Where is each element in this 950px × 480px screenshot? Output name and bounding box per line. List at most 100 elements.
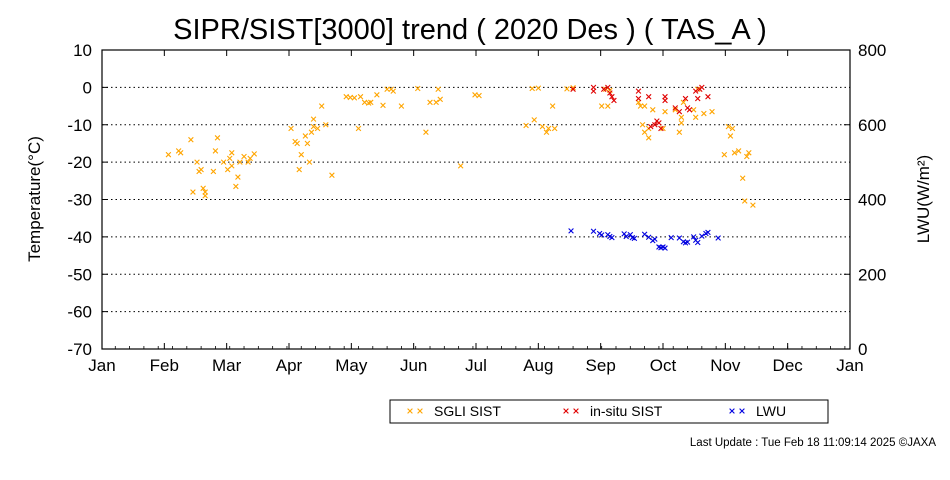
- data-point-sgli: [220, 159, 227, 165]
- data-point-insitu: [694, 95, 701, 102]
- data-point-sgli: [343, 93, 350, 100]
- data-point-sgli: [727, 133, 734, 139]
- data-point-lwu: [705, 229, 711, 236]
- data-point-sgli: [605, 103, 611, 109]
- data-point-insitu: [699, 84, 705, 91]
- data-point-sgli: [676, 129, 683, 136]
- x-tick-label: Nov: [710, 356, 741, 375]
- data-point-sgli: [721, 151, 728, 158]
- data-point-sgli: [735, 148, 742, 154]
- data-point-sgli: [729, 125, 736, 132]
- data-point-sgli: [310, 116, 317, 122]
- data-point-sgli: [725, 123, 732, 130]
- data-point-sgli: [433, 99, 439, 106]
- data-point-sgli: [750, 202, 756, 208]
- legend-marker-insitu: [563, 408, 569, 414]
- data-point-sgli: [251, 151, 258, 157]
- data-point-insitu: [645, 93, 652, 100]
- legend-marker-lwu: [729, 408, 735, 414]
- data-point-sgli: [435, 86, 441, 93]
- data-point-sgli: [308, 129, 315, 136]
- data-point-sgli: [564, 86, 570, 92]
- data-point-lwu: [690, 234, 697, 240]
- data-point-sgli: [241, 153, 247, 160]
- data-point-sgli: [641, 103, 648, 109]
- data-point-sgli: [247, 155, 253, 162]
- data-point-insitu: [607, 90, 613, 96]
- data-point-lwu: [641, 231, 648, 238]
- data-point-sgli: [427, 99, 433, 106]
- data-point-sgli: [245, 159, 251, 165]
- last-update-footer: Last Update : Tue Feb 18 11:09:14 2025 ©…: [689, 437, 936, 449]
- x-tick-label: Oct: [650, 356, 677, 375]
- data-point-sgli: [194, 159, 200, 165]
- data-point-sgli: [314, 125, 321, 132]
- data-point-insitu: [635, 95, 642, 102]
- x-tick-label: Feb: [150, 356, 179, 375]
- data-point-insitu: [656, 120, 662, 126]
- legend-box: [389, 399, 829, 424]
- y-axis-label: Temperature(°C): [25, 136, 44, 262]
- data-point-sgli: [639, 121, 646, 128]
- data-point-sgli: [709, 108, 715, 115]
- data-point-lwu: [684, 239, 691, 245]
- y-tick-label: -30: [67, 191, 92, 210]
- data-point-sgli: [746, 149, 752, 156]
- data-point-sgli: [177, 149, 184, 156]
- data-point-insitu: [692, 88, 699, 94]
- data-point-sgli: [692, 114, 699, 121]
- x-tick-label: Jan: [836, 356, 863, 375]
- x-tick-label: Dec: [773, 356, 804, 375]
- data-point-insitu: [647, 123, 654, 130]
- data-point-sgli: [200, 185, 206, 192]
- data-point-sgli: [649, 107, 656, 113]
- data-point-sgli: [690, 107, 697, 113]
- data-point-sgli: [302, 133, 309, 139]
- data-point-sgli: [357, 93, 364, 100]
- data-point-sgli: [226, 155, 233, 162]
- data-point-sgli: [741, 198, 748, 204]
- data-point-lwu: [699, 233, 705, 239]
- y-tick-label: -40: [67, 228, 92, 247]
- data-point-sgli: [680, 99, 687, 106]
- data-point-sgli: [531, 117, 538, 123]
- data-point-sgli: [351, 95, 358, 101]
- data-point-sgli: [294, 140, 300, 147]
- y2-tick-label: 400: [858, 191, 886, 210]
- data-point-sgli: [235, 174, 241, 180]
- data-point-sgli: [678, 120, 685, 126]
- data-point-lwu: [631, 235, 638, 242]
- y-tick-label: 0: [83, 78, 92, 97]
- data-point-lwu: [652, 236, 658, 242]
- data-point-lwu: [662, 245, 668, 251]
- data-point-lwu: [668, 234, 674, 241]
- x-tick-label: Sep: [586, 356, 616, 375]
- y2-axis-label: LWU(W/m²): [914, 155, 933, 243]
- data-point-sgli: [228, 149, 235, 156]
- legend-marker-lwu: [739, 408, 745, 414]
- data-point-sgli: [296, 166, 303, 173]
- data-point-sgli: [662, 108, 668, 115]
- data-point-sgli: [472, 92, 478, 98]
- legend-marker-insitu: [573, 408, 579, 414]
- data-point-insitu: [600, 86, 607, 93]
- data-point-sgli: [190, 189, 196, 195]
- data-point-sgli: [457, 163, 464, 169]
- data-point-sgli: [202, 192, 208, 199]
- legend-label-lwu: LWU: [756, 403, 786, 419]
- x-tick-label: Aug: [523, 356, 553, 375]
- data-point-lwu: [715, 235, 721, 241]
- data-point-lwu: [694, 239, 701, 246]
- data-point-sgli: [233, 183, 239, 190]
- data-point-sgli: [198, 166, 204, 173]
- data-point-lwu: [568, 228, 574, 234]
- data-point-sgli: [165, 151, 172, 158]
- data-point-sgli: [361, 99, 368, 106]
- data-point-sgli: [228, 163, 235, 169]
- data-point-sgli: [212, 148, 219, 154]
- data-point-sgli: [551, 125, 558, 132]
- data-point-sgli: [549, 103, 556, 109]
- y2-tick-label: 200: [858, 265, 886, 284]
- data-point-sgli: [355, 125, 362, 132]
- data-point-insitu: [662, 97, 668, 104]
